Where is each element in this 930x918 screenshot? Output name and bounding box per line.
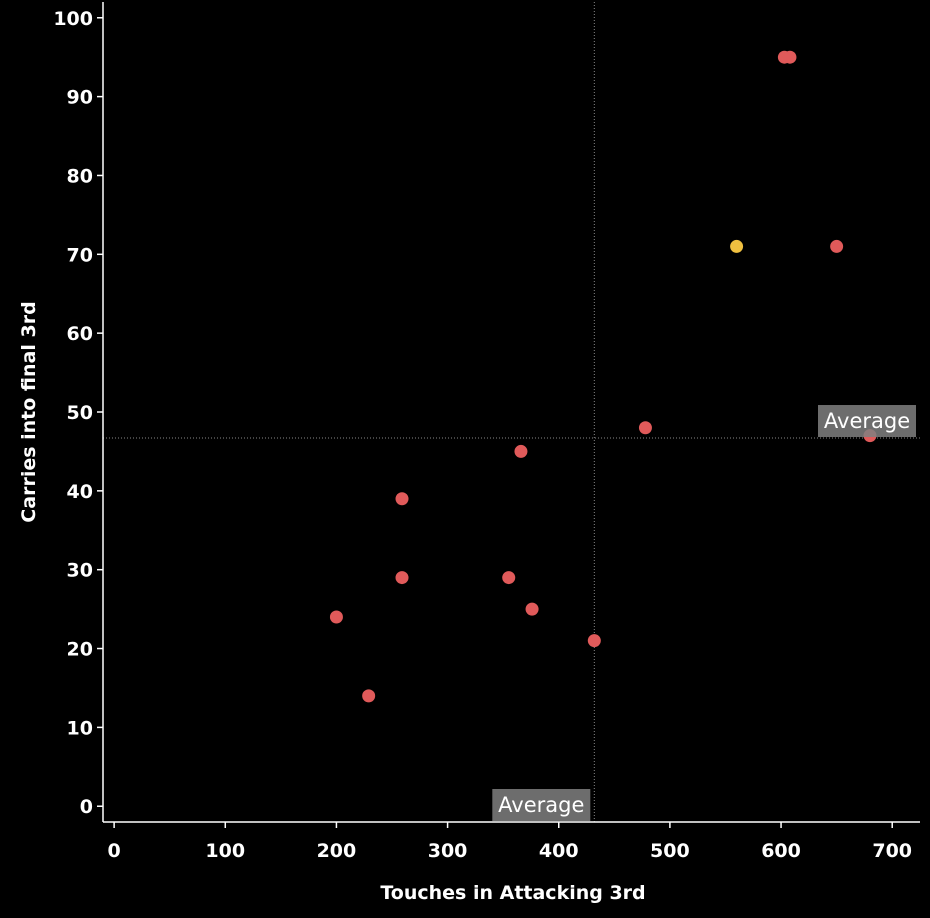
x-tick-label: 300 — [428, 840, 468, 862]
highlighted-data-point[interactable] — [730, 239, 744, 253]
average-label: Average — [824, 409, 910, 433]
y-tick-label: 90 — [67, 87, 93, 109]
data-point[interactable] — [587, 634, 601, 648]
y-tick-label: 20 — [67, 639, 93, 661]
x-axis-title: Touches in Attacking 3rd — [380, 882, 645, 904]
y-tick-label: 10 — [67, 717, 93, 739]
data-point[interactable] — [395, 571, 409, 585]
data-point[interactable] — [514, 444, 528, 458]
average-label-box — [492, 789, 591, 821]
x-tick-label: 100 — [205, 840, 245, 862]
x-tick-label: 500 — [650, 840, 690, 862]
x-tick-label: 200 — [317, 840, 357, 862]
average-label-box — [818, 405, 916, 438]
data-point[interactable] — [395, 492, 409, 506]
average-label: Average — [498, 793, 584, 817]
reference-labels: Average Average — [492, 405, 916, 821]
data-point[interactable] — [329, 610, 343, 624]
y-tick-label: 80 — [67, 165, 93, 187]
x-tick-label: 400 — [539, 840, 579, 862]
x-tick-label: 0 — [107, 840, 120, 862]
y-tick-label: 60 — [67, 323, 93, 345]
data-point[interactable] — [783, 50, 797, 64]
y-tick-label: 50 — [67, 402, 93, 424]
y-tick-label: 70 — [67, 244, 93, 266]
y-tick-label: 30 — [67, 560, 93, 582]
y-tick-label: 0 — [80, 796, 93, 818]
axes: 0 100 200 300 400 500 600 700 0 10 20 30 40 50 60 70 80 9… — [53, 2, 920, 862]
data-point[interactable] — [525, 602, 539, 616]
data-point[interactable] — [830, 239, 844, 253]
y-tick-label: 40 — [67, 481, 93, 503]
y-tick-label: 100 — [53, 8, 93, 30]
y-axis-title: Carries into final 3rd — [18, 301, 40, 522]
x-tick-label: 700 — [872, 840, 912, 862]
data-point[interactable] — [502, 571, 516, 585]
data-point[interactable] — [638, 421, 652, 435]
data-point[interactable] — [362, 689, 376, 703]
reference-lines — [103, 2, 920, 822]
x-tick-label: 600 — [761, 840, 801, 862]
